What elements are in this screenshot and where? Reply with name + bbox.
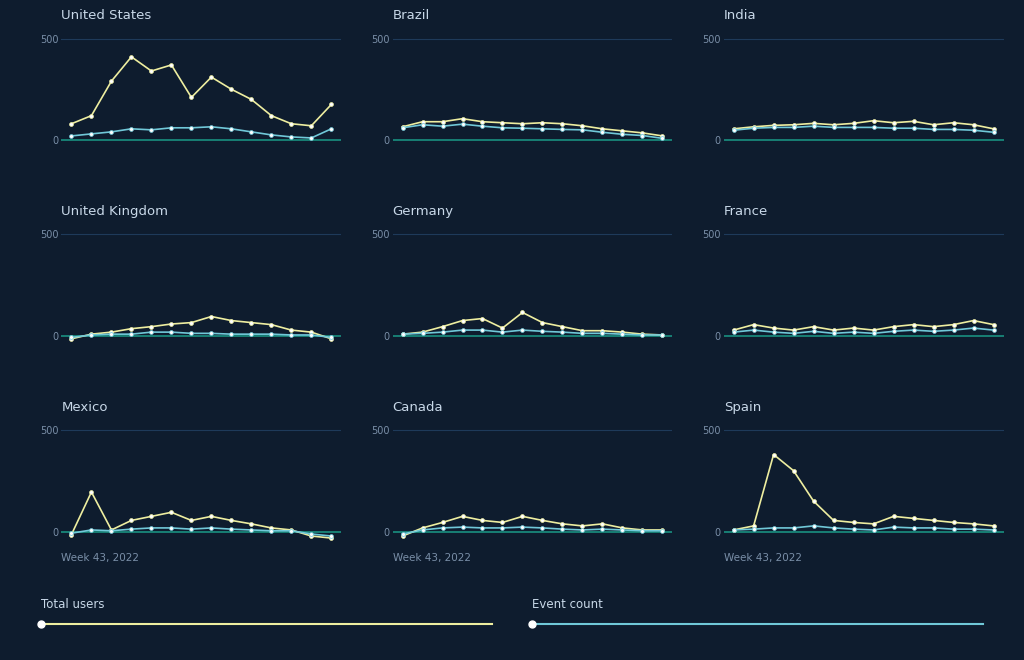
X-axis label: Week 43, 2022: Week 43, 2022: [392, 553, 471, 564]
Text: United Kingdom: United Kingdom: [61, 205, 168, 218]
Text: Germany: Germany: [392, 205, 454, 218]
Text: United States: United States: [61, 9, 152, 22]
Text: France: France: [724, 205, 768, 218]
Text: Canada: Canada: [392, 401, 443, 414]
Text: Total users: Total users: [41, 597, 104, 611]
X-axis label: Week 43, 2022: Week 43, 2022: [61, 553, 139, 564]
Text: Event count: Event count: [532, 597, 603, 611]
Text: Mexico: Mexico: [61, 401, 108, 414]
X-axis label: Week 43, 2022: Week 43, 2022: [724, 553, 802, 564]
Text: Brazil: Brazil: [392, 9, 430, 22]
Text: Spain: Spain: [724, 401, 761, 414]
Text: India: India: [724, 9, 757, 22]
